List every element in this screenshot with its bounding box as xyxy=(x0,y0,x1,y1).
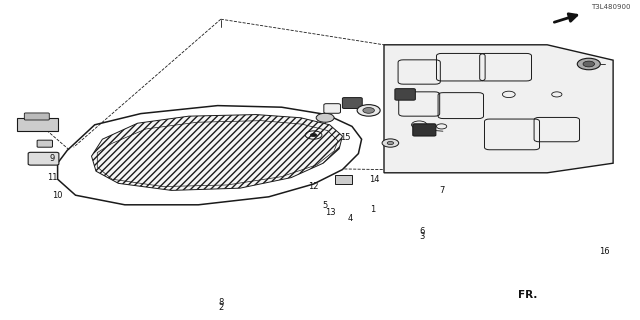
Text: 3: 3 xyxy=(420,232,425,241)
Text: 14: 14 xyxy=(369,175,380,184)
Text: 12: 12 xyxy=(308,182,319,191)
FancyBboxPatch shape xyxy=(413,124,436,136)
FancyBboxPatch shape xyxy=(395,89,415,100)
FancyBboxPatch shape xyxy=(324,104,340,113)
Text: 2: 2 xyxy=(218,303,223,312)
FancyBboxPatch shape xyxy=(342,98,362,108)
Circle shape xyxy=(310,133,317,137)
FancyBboxPatch shape xyxy=(335,175,352,184)
FancyBboxPatch shape xyxy=(28,152,59,165)
Circle shape xyxy=(387,141,394,145)
Circle shape xyxy=(382,139,399,147)
FancyBboxPatch shape xyxy=(17,118,58,131)
FancyBboxPatch shape xyxy=(37,140,52,147)
Circle shape xyxy=(363,108,374,113)
Text: T3L480900: T3L480900 xyxy=(591,4,630,10)
Text: 6: 6 xyxy=(420,227,425,236)
Text: 11: 11 xyxy=(47,173,58,182)
FancyBboxPatch shape xyxy=(24,113,49,120)
Circle shape xyxy=(357,105,380,116)
Circle shape xyxy=(577,58,600,70)
Text: 9: 9 xyxy=(50,154,55,163)
Text: 10: 10 xyxy=(52,191,63,200)
Text: 13: 13 xyxy=(325,208,335,217)
Circle shape xyxy=(583,61,595,67)
Text: 1: 1 xyxy=(370,205,375,214)
Circle shape xyxy=(316,113,334,122)
Text: 5: 5 xyxy=(323,201,328,210)
Text: 7: 7 xyxy=(439,186,444,195)
Text: 8: 8 xyxy=(218,298,223,307)
Text: 15: 15 xyxy=(340,133,351,142)
Polygon shape xyxy=(384,45,613,173)
Polygon shape xyxy=(92,115,342,190)
Text: FR.: FR. xyxy=(518,290,538,300)
Text: 4: 4 xyxy=(348,214,353,223)
Text: 16: 16 xyxy=(600,247,610,256)
